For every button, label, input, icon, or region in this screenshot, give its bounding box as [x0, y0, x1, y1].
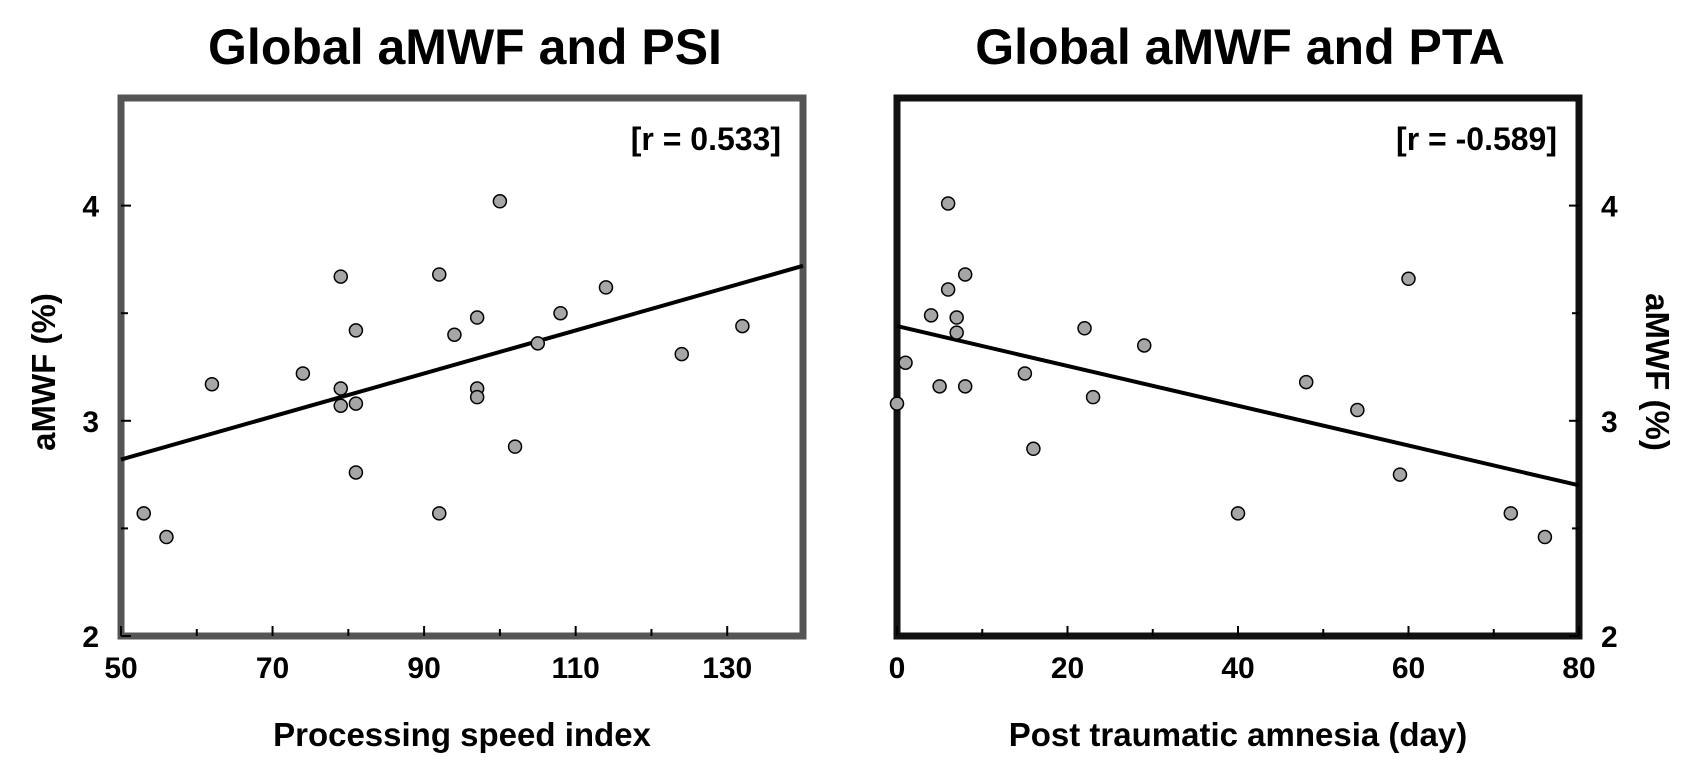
data-point	[1298, 374, 1314, 390]
data-point	[957, 267, 973, 282]
x-tick-label: 60	[1392, 652, 1425, 685]
data-point	[432, 267, 447, 282]
x-tick-label: 90	[407, 652, 440, 685]
data-point	[333, 398, 349, 413]
x-tick-label: 20	[1051, 652, 1084, 685]
data-point	[159, 529, 174, 545]
data-point	[348, 396, 364, 411]
chart-title-pta: Global aMWF and PTA	[975, 19, 1505, 75]
data-point	[674, 346, 690, 362]
data-point	[1085, 389, 1101, 405]
x-tick-label: 80	[1562, 652, 1595, 685]
data-point	[1392, 467, 1408, 482]
data-point	[1026, 441, 1041, 457]
data-point	[469, 389, 485, 405]
data-point	[469, 310, 485, 325]
y-tick-label: 4	[1601, 191, 1618, 224]
y-tick-label: 2	[82, 621, 99, 654]
data-point	[898, 355, 913, 370]
regression-line	[896, 324, 1580, 488]
data-point	[507, 439, 523, 454]
chart-title-psi: Global aMWF and PSI	[208, 19, 722, 75]
data-point	[333, 269, 349, 284]
data-point	[940, 282, 956, 297]
data-point	[136, 506, 151, 521]
correlation-annotation: [r = 0.533]	[631, 121, 781, 157]
data-point	[295, 366, 311, 381]
data-point	[1136, 338, 1152, 353]
data-point	[492, 194, 508, 209]
x-axis-label: Post traumatic amnesia (day)	[1009, 716, 1468, 753]
y-tick-label: 3	[82, 406, 99, 439]
data-point	[735, 318, 750, 334]
y-tick-label: 4	[82, 191, 99, 224]
data-point	[348, 323, 364, 338]
data-point	[957, 379, 973, 394]
data-point	[530, 336, 546, 351]
data-point	[949, 310, 964, 325]
correlation-annotation: [r = -0.589]	[1396, 121, 1557, 157]
data-point	[932, 379, 947, 394]
data-point	[204, 376, 220, 392]
y-axis-label: aMWF (%)	[25, 293, 62, 451]
data-point	[940, 196, 956, 211]
regression-line	[120, 263, 804, 462]
panel-pta: 0 20 40 60 802 3 4 Post traumatic amnesia (day)…	[889, 94, 1676, 753]
x-tick-label: 130	[702, 652, 752, 685]
x-tick-label: 40	[1221, 652, 1254, 685]
data-point	[923, 308, 939, 323]
data-point	[447, 327, 462, 342]
y-axis-label: aMWF (%)	[1639, 293, 1676, 451]
data-point	[889, 396, 905, 411]
panel-psi: 50 70 90 110 130 2 3 4 Processing speed index aMW…	[25, 94, 807, 753]
x-tick-label: 0	[889, 652, 906, 685]
data-point	[1230, 506, 1246, 521]
data-point	[1503, 506, 1519, 521]
data-point	[1401, 271, 1416, 287]
data-point	[432, 506, 447, 521]
data-point	[949, 325, 964, 340]
data-point	[1350, 402, 1365, 418]
data-point	[1537, 529, 1553, 545]
data-point	[598, 280, 614, 295]
x-tick-label: 50	[104, 652, 137, 685]
data-point	[553, 305, 568, 321]
x-tick-label: 70	[256, 652, 289, 685]
data-point	[348, 465, 364, 480]
x-axis-label: Processing speed index	[273, 716, 651, 753]
plot-frame	[117, 94, 807, 640]
y-tick-label: 2	[1601, 621, 1618, 654]
plot-frame	[893, 94, 1583, 640]
x-tick-label: 110	[551, 652, 599, 685]
data-point	[1077, 321, 1092, 336]
data-point	[333, 381, 349, 396]
data-point	[1017, 366, 1033, 381]
y-tick-label: 3	[1601, 406, 1618, 439]
